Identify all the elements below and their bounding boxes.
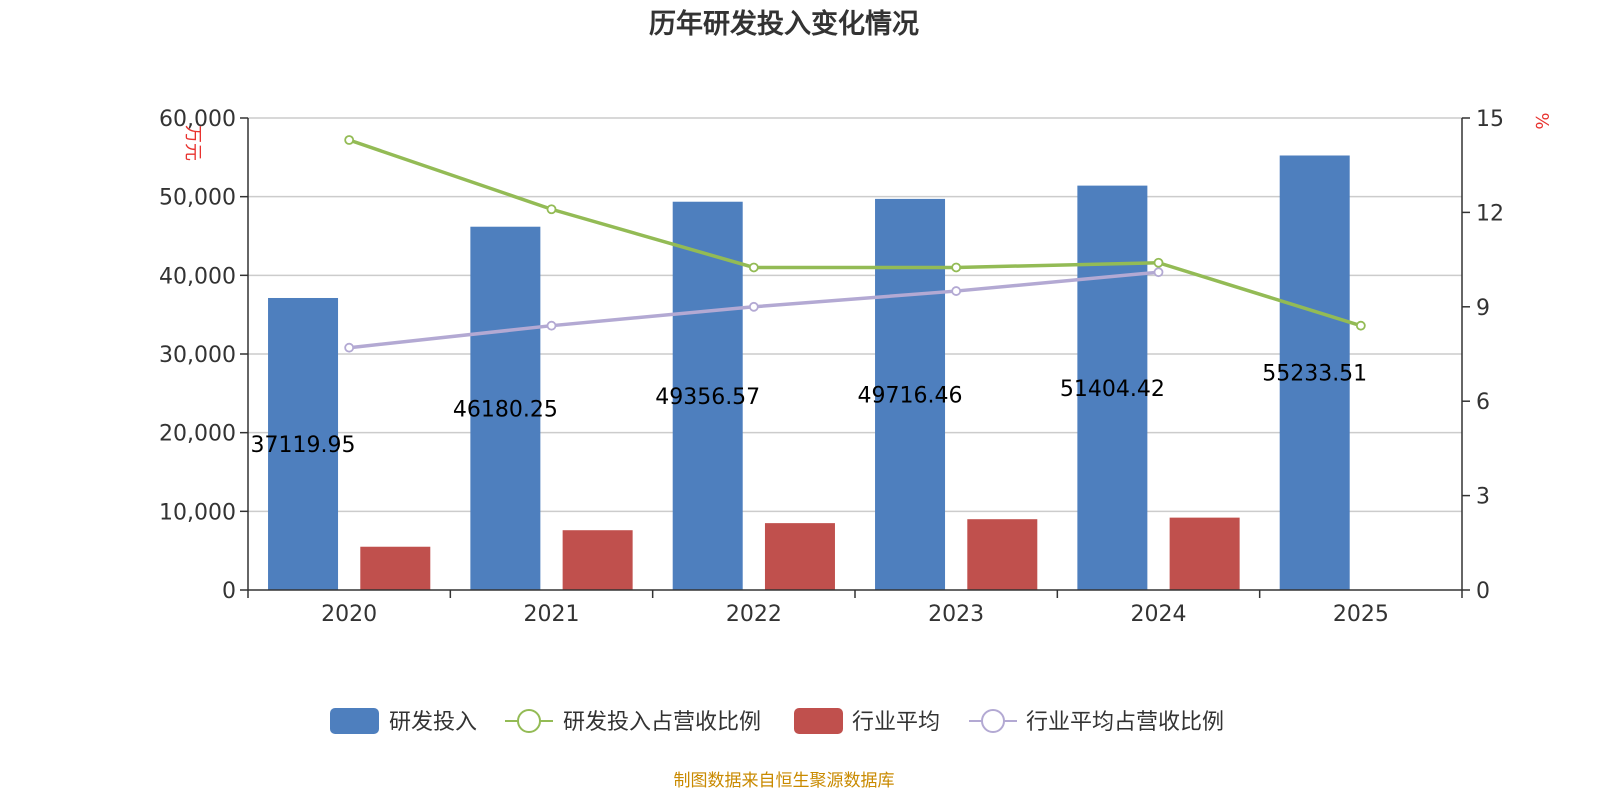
legend-label: 研发投入占营收比例	[563, 710, 761, 735]
left-axis-tick-label: 30,000	[159, 343, 236, 368]
bar-rd-investment	[875, 198, 946, 590]
right-axis-tick-label: 0	[1476, 579, 1490, 604]
bar-data-label: 37119.95	[251, 433, 356, 458]
line-point	[748, 262, 759, 273]
bar-industry-average	[360, 546, 431, 590]
bar-rd-investment	[268, 297, 339, 590]
legend-item[interactable]: 行业平均	[794, 708, 940, 735]
legend-item[interactable]: 行业平均占营收比例	[969, 709, 1224, 735]
source-note: 制图数据来自恒生聚源数据库	[674, 771, 895, 791]
legend-label: 行业平均	[852, 710, 940, 735]
bar-rd-investment	[1279, 155, 1350, 590]
chart-title: 历年研发投入变化情况	[649, 8, 919, 40]
bar-data-label: 55233.51	[1262, 362, 1367, 387]
x-axis-tick-label: 2021	[524, 602, 580, 627]
left-axis-tick-label: 40,000	[159, 264, 236, 289]
line-point	[1153, 267, 1164, 278]
right-axis-tick-label: 6	[1476, 390, 1490, 415]
legend-item[interactable]: 研发投入占营收比例	[505, 709, 761, 735]
legend: 研发投入 研发投入占营收比例 行业平均 行业平均占营收比例	[330, 708, 1224, 735]
left-axis-tick-label: 60,000	[159, 107, 236, 132]
line-point	[546, 320, 557, 331]
right-axis-unit: %	[1531, 112, 1552, 129]
left-axis-tick-label: 0	[222, 579, 236, 604]
line-point	[1355, 320, 1366, 331]
bar-industry-average	[562, 530, 633, 590]
bar-data-label: 49356.57	[655, 385, 760, 410]
left-axis-tick-label: 20,000	[159, 422, 236, 447]
line-point	[951, 286, 962, 296]
line-point	[344, 135, 355, 145]
x-axis-tick-label: 2022	[726, 602, 782, 627]
legend-label: 行业平均占营收比例	[1026, 710, 1224, 735]
line-point	[546, 204, 557, 215]
bar-data-label: 49716.46	[858, 383, 963, 408]
legend-swatch	[794, 708, 843, 734]
bar-rd-investment	[672, 201, 743, 590]
left-axis-unit: 万元	[182, 125, 203, 161]
legend-label: 研发投入	[389, 710, 477, 735]
line-point	[951, 262, 962, 273]
bar-data-label: 51404.42	[1060, 377, 1165, 402]
line-point	[1153, 257, 1164, 268]
left-axis-tick-label: 10,000	[159, 500, 236, 525]
data-labels: 37119.95 46180.25 49356.57 49716.46 51404.42…	[251, 362, 1368, 458]
line-point	[344, 342, 355, 353]
lines	[344, 135, 1366, 353]
legend-swatch	[330, 708, 379, 734]
right-axis-tick-label: 9	[1476, 296, 1490, 321]
bars	[268, 155, 1350, 590]
line-point	[748, 301, 759, 312]
bar-industry-average	[764, 523, 835, 590]
axes: 0 10,000 20,000 30,000 40,000 50,000 60,000 0 3 6…	[159, 107, 1504, 627]
x-axis-tick-label: 2024	[1131, 602, 1187, 627]
left-axis-tick-label: 50,000	[159, 186, 236, 211]
right-axis-tick-label: 3	[1476, 485, 1490, 510]
bar-rd-investment	[470, 226, 541, 590]
bar-data-label: 46180.25	[453, 397, 558, 422]
grid-lines	[248, 117, 1462, 513]
x-axis-tick-label: 2025	[1333, 602, 1389, 627]
x-axis-tick-label: 2020	[321, 602, 377, 627]
bar-industry-average	[1169, 517, 1240, 590]
bar-industry-average	[967, 519, 1038, 590]
bar-rd-investment	[1077, 185, 1148, 590]
legend-marker	[517, 709, 541, 733]
legend-marker	[981, 709, 1005, 733]
right-axis-tick-label: 15	[1476, 107, 1504, 132]
legend-item[interactable]: 研发投入	[330, 708, 477, 735]
series-line	[348, 138, 1362, 328]
right-axis-tick-label: 12	[1476, 201, 1504, 226]
x-axis-tick-label: 2023	[928, 602, 984, 627]
